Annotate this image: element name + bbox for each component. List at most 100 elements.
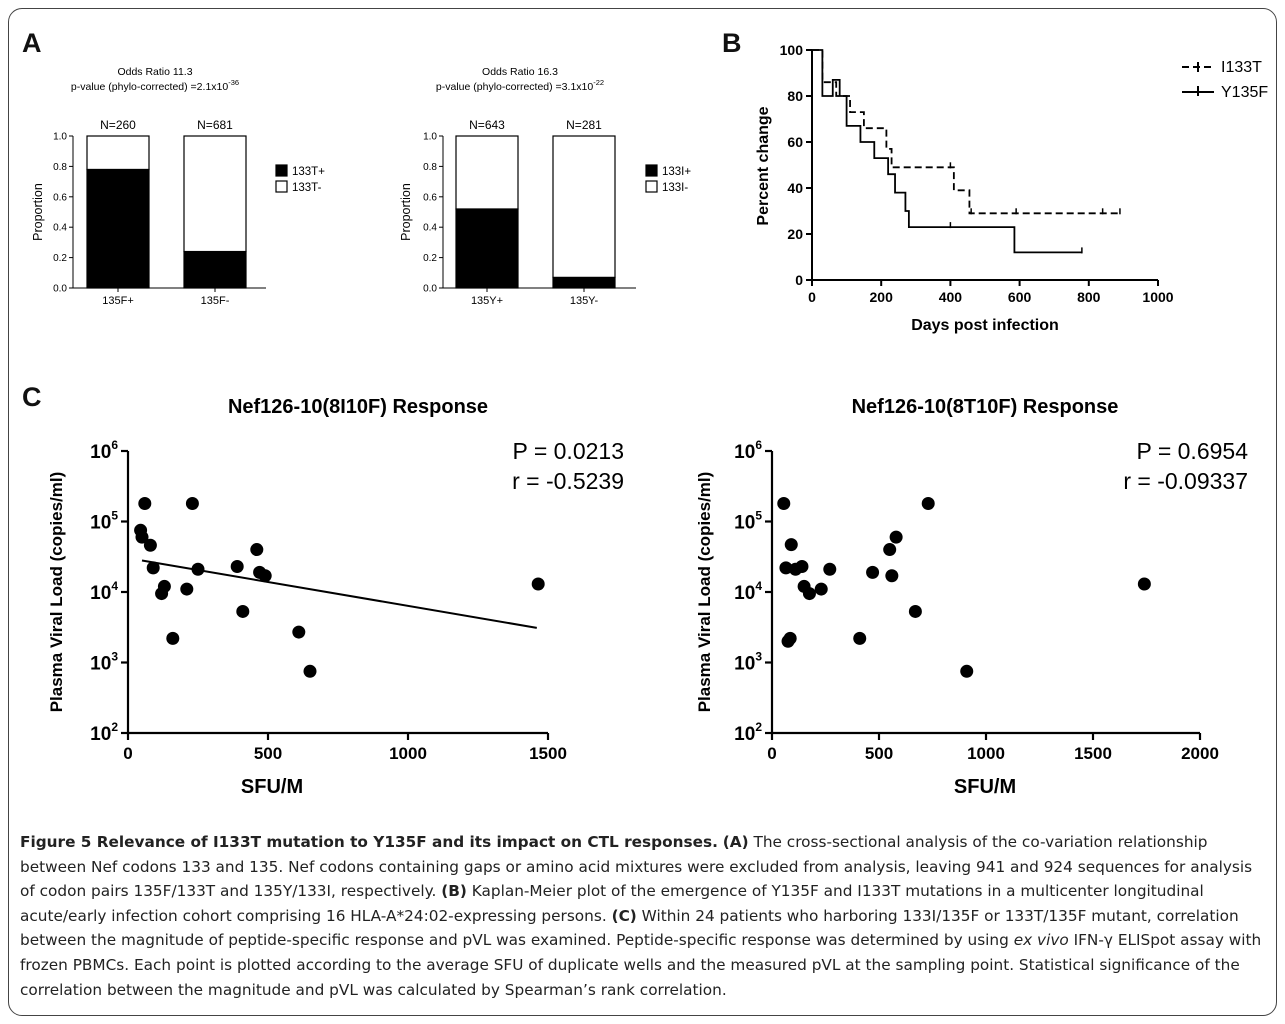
data-point [236, 604, 250, 618]
km-curve-i133t [812, 49, 1120, 215]
tick-base: 10 [734, 442, 755, 463]
chart-a2-n-label-2: N=281 [566, 118, 602, 132]
bar-segment [552, 276, 616, 289]
data-point [146, 561, 160, 575]
chart-c2: Nef126-10(8T10F) Response P = 0.6954 r =… [695, 396, 1248, 798]
data-point [230, 559, 244, 573]
data-point [908, 604, 922, 618]
y-tick-label: 105 [734, 509, 762, 534]
chart-b-ylabel: Percent change [755, 106, 772, 225]
x-tick-label: 500 [865, 744, 893, 763]
data-point [157, 579, 171, 593]
bar-segment [455, 135, 519, 210]
tick-exponent: 3 [111, 650, 118, 664]
caption-title: Relevance of I133T mutation to Y135F and… [96, 833, 718, 851]
y-tick-label: 106 [734, 438, 762, 463]
y-tick-label: 1.0 [53, 132, 67, 143]
chart-a2-n-label-1: N=643 [469, 118, 505, 132]
x-tick-label: 400 [939, 289, 963, 305]
data-point [166, 631, 180, 645]
tick-exponent: 4 [111, 579, 118, 593]
x-tick-label: 1000 [967, 744, 1005, 763]
chart-a2-plot: 0.0 0.2 0.4 0.6 0.8 1.0 135Y+ 135Y- [423, 132, 636, 307]
tick-base: 10 [734, 654, 755, 675]
data-point [784, 538, 798, 552]
y-tick-label: 105 [90, 509, 118, 534]
data-point [185, 497, 199, 511]
chart-b-legend-label-2: Y135F [1221, 84, 1268, 101]
y-tick-label: 0.8 [53, 162, 67, 173]
tick-exponent: 3 [755, 650, 762, 664]
tick-base: 10 [90, 724, 111, 745]
y-tick-label: 20 [787, 226, 803, 242]
data-point [853, 631, 867, 645]
x-tick-label: 135Y+ [471, 295, 503, 307]
y-tick-label: 60 [787, 134, 803, 150]
bar-segment [86, 168, 150, 289]
data-point [1137, 577, 1151, 591]
y-tick-label: 0.2 [423, 253, 437, 264]
x-tick-label: 0 [123, 744, 132, 763]
chart-a2-legend-swatch-2 [645, 180, 658, 193]
chart-a1-n-label-2: N=681 [197, 118, 233, 132]
y-tick-label: 0.6 [53, 192, 67, 203]
x-tick-label: 800 [1077, 289, 1101, 305]
data-point [885, 569, 899, 583]
chart-c2-title: Nef126-10(8T10F) Response [852, 396, 1119, 418]
y-tick-label: 0.2 [53, 253, 67, 264]
tick-base: 10 [90, 654, 111, 675]
y-tick-label: 0.8 [423, 162, 437, 173]
regression-line [141, 559, 537, 629]
chart-a2-legend-label-1: 133I+ [662, 166, 691, 178]
chart-a1-ylabel: Proportion [31, 183, 45, 241]
chart-c2-ylabel: Plasma Viral Load (copies/ml) [695, 472, 714, 713]
x-tick-label: 135Y- [570, 295, 599, 307]
tick-base: 10 [90, 583, 111, 604]
x-tick-label: 500 [254, 744, 282, 763]
y-tick-label: 0.0 [423, 284, 437, 295]
chart-c1: Nef126-10(8I10F) Response P = 0.0213 r =… [47, 396, 624, 798]
data-point [292, 625, 306, 639]
data-point [779, 561, 793, 575]
caption-c-italic: ex vivo [1013, 931, 1069, 950]
chart-a1-n-label-1: N=260 [100, 118, 136, 132]
caption-figure-label: Figure 5 [20, 833, 92, 851]
chart-a2: Odds Ratio 16.3 p-value (phylo-corrected… [399, 66, 691, 307]
caption-c-label: (C) [611, 906, 637, 925]
chart-a1-pvalue: p-value (phylo-corrected) =2.1x10 [71, 81, 228, 93]
data-point [823, 562, 837, 576]
chart-c2-xlabel: SFU/M [954, 776, 1016, 798]
y-tick-label: 102 [734, 720, 762, 745]
chart-c1-stat-r: r = -0.5239 [512, 468, 624, 494]
bar-segment [455, 208, 519, 289]
x-tick-label: 135F+ [102, 295, 134, 307]
chart-a1-title-line2: p-value (phylo-corrected) =2.1x10-36 [71, 78, 239, 93]
data-point [777, 497, 791, 511]
chart-c2-stat-r: r = -0.09337 [1123, 468, 1248, 494]
x-tick-label: 1500 [1074, 744, 1112, 763]
tick-base: 10 [90, 513, 111, 534]
chart-a2-title-line1: Odds Ratio 16.3 [482, 66, 558, 78]
data-point [138, 497, 152, 511]
y-tick-label: 102 [90, 720, 118, 745]
y-tick-label: 1.0 [423, 132, 437, 143]
tick-exponent: 5 [755, 509, 762, 523]
data-point [135, 530, 149, 544]
chart-a1-plot: 0.0 0.2 0.4 0.6 0.8 1.0 135F+ 135F- [53, 132, 266, 307]
y-tick-label: 80 [787, 88, 803, 104]
y-tick-label: 0 [795, 272, 803, 288]
tick-exponent: 4 [755, 579, 762, 593]
chart-a2-ylabel: Proportion [399, 183, 413, 241]
data-point [889, 530, 903, 544]
tick-base: 10 [734, 513, 755, 534]
x-tick-label: 0 [808, 289, 816, 305]
y-tick-label: 104 [734, 579, 762, 604]
data-point [866, 565, 880, 579]
data-point [783, 631, 797, 645]
panel-label-a: A [22, 28, 42, 58]
y-tick-label: 100 [780, 42, 804, 58]
chart-a2-legend-label-2: 133I- [662, 182, 688, 194]
x-tick-label: 1500 [529, 744, 567, 763]
